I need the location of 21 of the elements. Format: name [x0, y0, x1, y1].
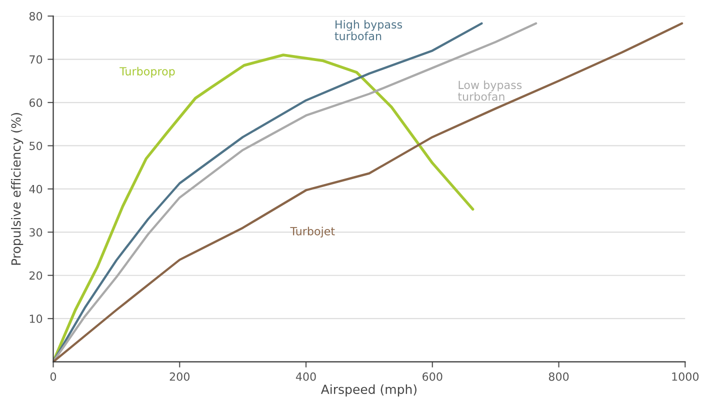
x-tick-label: 200 — [170, 372, 190, 381]
y-tick-label: 20 — [30, 271, 42, 280]
text: Turboprop — [120, 66, 175, 78]
text: Turbojet — [290, 226, 335, 238]
y-tick-label: 10 — [30, 314, 42, 323]
y-tick-label: 40 — [29, 184, 42, 194]
y-tick-label: 50 — [30, 142, 42, 150]
x-tick-label: 1000 — [672, 372, 699, 381]
x-axis-title: Airspeed (mph) — [320, 384, 416, 396]
line-series — [53, 22, 684, 362]
y-tick-label: 60 — [29, 98, 42, 107]
series-label: Low bypass turbofan — [458, 80, 522, 101]
y-tick-label: 30 — [30, 228, 42, 237]
y-tick-label: 80 — [29, 12, 42, 20]
series-label: High bypass turbofan — [334, 20, 402, 40]
x-tick-label: 0 — [50, 372, 56, 381]
x-tick-label: 800 — [548, 372, 569, 381]
x-tick-label: 400 — [296, 372, 316, 381]
y-tick-label: 70 — [30, 55, 42, 64]
y-axis-title: Propulsive efficiency (%) — [11, 113, 24, 265]
x-tick-label: 600 — [422, 372, 442, 381]
